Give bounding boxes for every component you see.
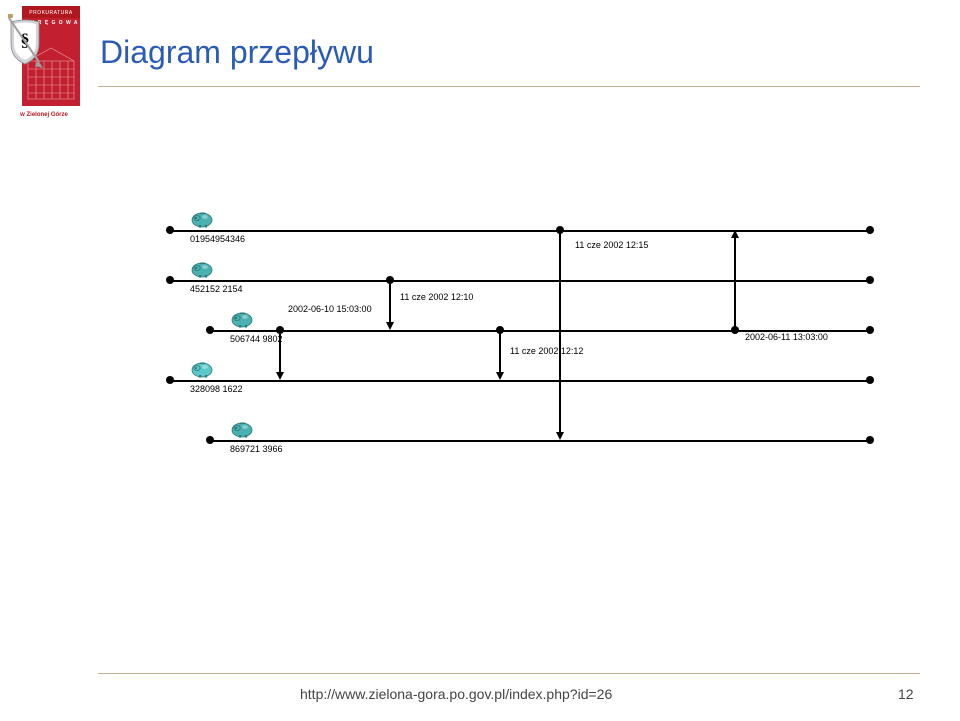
arrow-label: 11 cze 2002 12:10	[400, 292, 473, 302]
arrow-line	[279, 330, 281, 373]
lane-label: 01954954346	[190, 234, 245, 244]
arrow-head-down-icon	[556, 432, 564, 440]
lane-end-dot	[866, 376, 874, 384]
lane-end-dot	[866, 436, 874, 444]
lane-line	[170, 280, 870, 282]
arrow-line	[559, 230, 561, 433]
arrow-label: 11 cze 2002 12:15	[575, 240, 648, 250]
page-title: Diagram przepływu	[100, 34, 374, 71]
flow-diagram: 01954954346 452152 2154 506744 9802 328098 …	[170, 210, 870, 490]
logo-line1: PROKURATURA	[29, 10, 73, 16]
arrow-label: 2002-06-11 13:03:00	[745, 332, 828, 342]
lane-end-dot	[206, 436, 214, 444]
lane-label: 506744 9802	[230, 334, 283, 344]
arrow-label: 2002-06-10 15:03:00	[288, 304, 372, 314]
lane-end-dot	[866, 226, 874, 234]
arrow-head-down-icon	[276, 372, 284, 380]
arrow-head-down-icon	[496, 372, 504, 380]
lane-end-dot	[866, 276, 874, 284]
phone-entity-icon	[190, 258, 214, 278]
page-number: 12	[898, 686, 914, 702]
phone-entity-icon	[230, 308, 254, 328]
phone-entity-icon	[230, 418, 254, 438]
lane-end-dot	[866, 326, 874, 334]
lane-line	[210, 440, 870, 442]
lane-label: 869721 3966	[230, 444, 283, 454]
footer-rule	[98, 673, 920, 675]
title-rule	[98, 86, 920, 88]
lane-line	[170, 380, 870, 382]
lane-line	[170, 230, 870, 232]
lane-label: 328098 1622	[190, 384, 243, 394]
footer-url: http://www.zielona-gora.po.gov.pl/index.…	[300, 686, 612, 702]
lane-end-dot	[166, 226, 174, 234]
phone-entity-icon	[190, 208, 214, 228]
lane-label: 452152 2154	[190, 284, 243, 294]
arrow-line	[499, 330, 501, 373]
arrow-line	[734, 237, 736, 330]
arrow-head-down-icon	[386, 322, 394, 330]
lane-end-dot	[166, 276, 174, 284]
org-logo: PROKURATURA O K R Ę G O W A § w Zielonej…	[8, 6, 80, 124]
arrow-line	[389, 280, 391, 323]
logo-sub: w Zielonej Górze	[19, 112, 68, 118]
phone-entity-icon	[190, 358, 214, 378]
lane-end-dot	[166, 376, 174, 384]
arrow-label: 11 cze 2002 12:12	[510, 346, 583, 356]
lane-end-dot	[206, 326, 214, 334]
arrow-head-up-icon	[731, 230, 739, 238]
logo-svg: PROKURATURA O K R Ę G O W A § w Zielonej…	[8, 6, 80, 124]
